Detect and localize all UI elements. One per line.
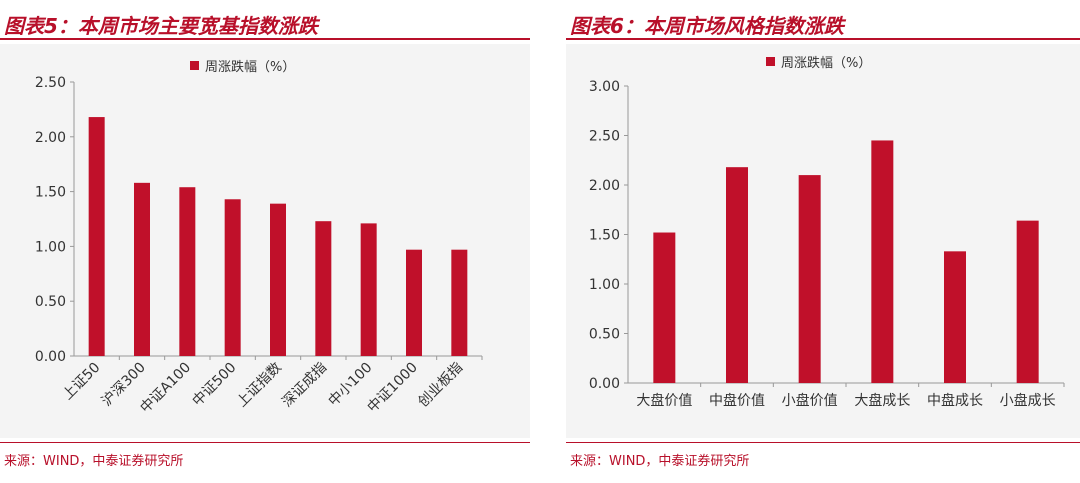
bar (944, 251, 966, 383)
y-tick-label: 1.00 (35, 239, 66, 255)
y-tick-label: 1.50 (589, 228, 620, 244)
bar (1016, 220, 1039, 383)
legend-swatch (766, 57, 775, 66)
x-tick-label: 中证500 (189, 360, 239, 410)
bar (224, 199, 241, 356)
figure-title: 图表6：本周市场风格指数涨跌 (570, 14, 844, 38)
bar (134, 182, 150, 356)
bar (451, 249, 468, 356)
x-tick-label: 上证指数 (234, 360, 285, 411)
bar-chart-svg: 0.000.501.001.502.002.50上证50沪深300中证A100中… (35, 75, 483, 416)
source-note: 来源：WIND，中泰证券研究所 (570, 454, 750, 469)
chart-area: 周涨跌幅（%） 0.00 0.50 1.00 1.50 2.00 2.50 3.00 大盘价值… (566, 44, 1080, 438)
title-divider (566, 38, 1080, 40)
y-tick-label: 0.50 (589, 327, 620, 343)
x-tick-label: 中盘成长 (927, 392, 983, 409)
x-tick-label: 中证1000 (365, 360, 421, 416)
x-tick-label: 上证50 (60, 360, 104, 404)
x-tick-label: 创业板指 (415, 360, 466, 411)
y-tick-label: 0.50 (35, 294, 66, 310)
legend-label: 周涨跌幅（%） (781, 56, 872, 71)
x-tick-label: 小盘成长 (1000, 392, 1056, 409)
y-tick-label: 0.00 (589, 376, 620, 392)
x-tick-label: 小盘价值 (782, 392, 838, 409)
bar (726, 167, 748, 383)
legend: 周涨跌幅（%） (190, 56, 295, 75)
source-divider (0, 442, 530, 443)
legend: 周涨跌幅（%） (766, 52, 871, 71)
y-tick-label: 2.50 (589, 129, 620, 145)
legend-label: 周涨跌幅（%） (205, 60, 296, 75)
y-tick-label: 2.00 (589, 178, 620, 194)
bar (798, 175, 821, 383)
x-tick-label: 大盘成长 (854, 392, 910, 409)
bar (179, 187, 196, 356)
bar (406, 249, 422, 356)
x-tick-label: 深证成指 (279, 360, 330, 411)
y-tick-label: 0.00 (35, 349, 66, 365)
bar-chart-svg: 0.00 0.50 1.00 1.50 2.00 2.50 3.00 大盘价值 中盘价值 小盘价值… (589, 79, 1065, 409)
chart-panel-right: 图表6：本周市场风格指数涨跌 周涨跌幅（%） 0.00 0.50 1.00 1.50 2… (566, 0, 1080, 483)
source-divider (566, 442, 1080, 443)
figure-title: 图表5：本周市场主要宽基指数涨跌 (4, 14, 318, 38)
bar (871, 140, 894, 383)
y-tick-label: 1.50 (35, 185, 66, 201)
legend-swatch (190, 61, 199, 70)
bar (653, 232, 676, 383)
source-note: 来源：WIND，中泰证券研究所 (4, 454, 184, 469)
y-tick-label: 3.00 (589, 79, 620, 95)
x-tick-label: 中盘价值 (709, 392, 765, 409)
bar (270, 203, 286, 356)
bar (360, 223, 377, 356)
y-tick-label: 2.50 (35, 75, 66, 91)
title-divider (0, 38, 530, 40)
chart-area: 周涨跌幅（%） 0.00 0.50 1.00 1.50 2.00 2.50 上证50 沪深30… (0, 44, 530, 438)
y-tick-label: 1.00 (589, 277, 620, 293)
bar (88, 117, 105, 357)
x-tick-label: 大盘价值 (636, 392, 692, 409)
bar (315, 221, 332, 356)
chart-panel-left: 图表5：本周市场主要宽基指数涨跌 周涨跌幅（%） 0.00 0.50 1.00 1.5… (0, 0, 530, 483)
y-tick-label: 2.00 (35, 130, 66, 146)
